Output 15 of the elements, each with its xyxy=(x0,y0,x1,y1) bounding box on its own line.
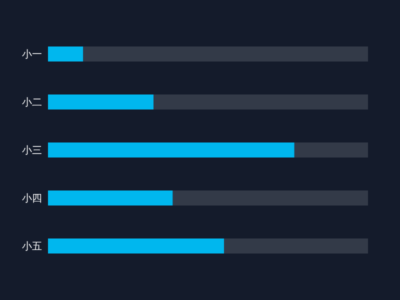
bar xyxy=(154,94,368,110)
y-tick-label: 小三 xyxy=(22,144,42,156)
bar xyxy=(48,238,224,254)
bar xyxy=(294,142,368,158)
bar xyxy=(48,142,294,158)
bar xyxy=(83,46,368,62)
bar xyxy=(48,94,154,110)
y-tick-label: 小五 xyxy=(22,240,42,252)
y-tick-label: 小一 xyxy=(22,48,42,60)
bar xyxy=(172,190,368,206)
y-tick-label: 小二 xyxy=(22,96,42,108)
bar xyxy=(224,238,368,254)
bar xyxy=(48,190,173,206)
bar xyxy=(48,46,84,62)
y-tick-label: 小四 xyxy=(22,192,42,204)
